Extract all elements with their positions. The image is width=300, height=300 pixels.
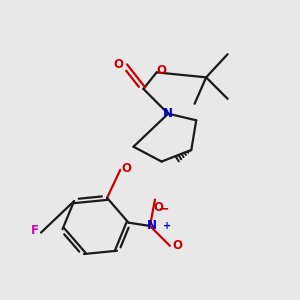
Text: O: O <box>157 64 166 77</box>
Text: O: O <box>153 201 163 214</box>
Text: O: O <box>113 58 123 70</box>
Text: O: O <box>121 162 131 175</box>
Text: O: O <box>172 239 182 252</box>
Text: N: N <box>147 220 157 232</box>
Text: −: − <box>159 203 169 216</box>
Text: N: N <box>163 107 173 120</box>
Text: +: + <box>163 221 171 231</box>
Text: F: F <box>31 224 39 237</box>
